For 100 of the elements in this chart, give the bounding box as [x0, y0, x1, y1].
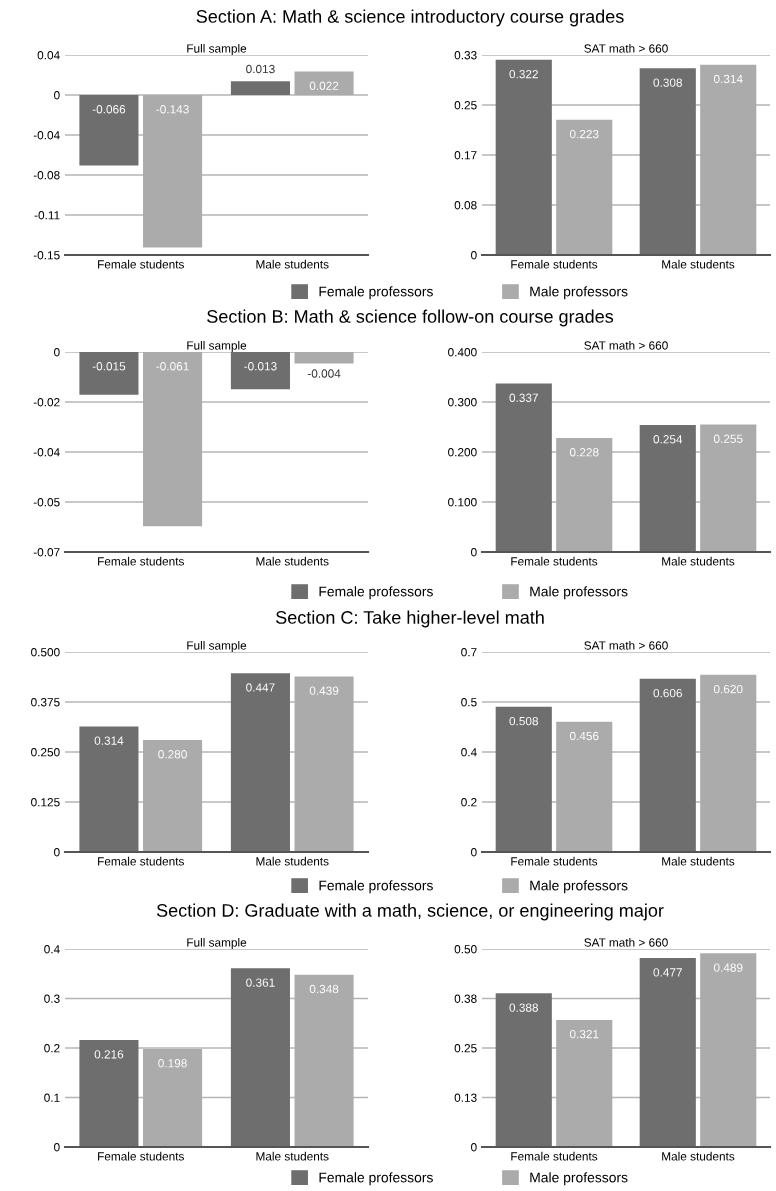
legend-label: Male professors [530, 1172, 628, 1186]
data-label: 0.439 [309, 686, 339, 695]
chart-subtitle: SAT math > 660 [584, 44, 668, 53]
data-label: -0.066 [92, 105, 126, 114]
x-tick-label: Female students [98, 259, 184, 269]
x-tick-label: Female students [511, 856, 598, 866]
y-tick-label: 0.50 [454, 945, 477, 954]
text: Section C: Take higher-level math [276, 610, 544, 628]
y-tick-label: 0.1 [44, 1093, 60, 1102]
bar [639, 68, 696, 255]
data-label: -0.061 [156, 362, 189, 371]
legend-label: Male professors [530, 586, 628, 600]
x-tick-label: Female students [98, 556, 184, 566]
y-tick-label: 0.2 [461, 798, 477, 807]
x-tick-label: Female students [511, 259, 598, 269]
chart-subtitle: SAT math > 660 [584, 937, 668, 947]
bar [639, 425, 696, 552]
y-tick-label: 0.04 [37, 51, 60, 60]
data-label: 0.361 [246, 978, 275, 987]
y-tick-label: 0 [471, 548, 477, 557]
chart-subtitle: Full sample [187, 340, 247, 352]
bar [495, 993, 552, 1147]
data-label: 0.022 [309, 81, 339, 90]
legend-label: Female professors [319, 880, 433, 894]
bar [79, 726, 139, 852]
data-label: 0.314 [713, 74, 743, 84]
y-tick-label: 0 [54, 91, 60, 100]
data-label: 0.477 [653, 968, 682, 977]
bar [495, 383, 552, 552]
y-tick-label: 0.3 [44, 994, 60, 1003]
bar [639, 678, 696, 852]
y-tick-label: -0.02 [33, 398, 60, 407]
data-label: 0.606 [653, 688, 683, 698]
data-label: 0.308 [653, 78, 683, 87]
chart-subtitle: Full sample [187, 44, 247, 55]
text: Section B: Math & science follow-on course grades [207, 309, 614, 327]
y-tick-label: 0.500 [31, 648, 60, 657]
y-tick-label: 0.25 [454, 101, 477, 110]
y-tick-label: 0.400 [448, 348, 477, 357]
y-tick-label: 0.250 [31, 748, 60, 757]
x-tick-label: Male students [256, 259, 329, 269]
y-tick-label: 0.2 [44, 1044, 60, 1053]
data-label: 0.489 [713, 963, 743, 972]
bar [639, 958, 696, 1147]
x-tick-label: Male students [662, 856, 735, 866]
data-label: -0.143 [156, 105, 189, 114]
legend-label: Female professors [319, 286, 433, 300]
y-tick-label: 0.375 [31, 698, 60, 707]
y-tick-label: 0.100 [448, 498, 477, 507]
bar [230, 968, 290, 1147]
bar [230, 673, 290, 852]
chart-subtitle: SAT math > 660 [584, 340, 668, 350]
bar [79, 1040, 139, 1147]
data-label: 0.322 [509, 69, 538, 79]
chart-subtitle: SAT math > 660 [584, 640, 668, 650]
data-label: 0.388 [509, 1003, 539, 1012]
x-tick-label: Female students [98, 856, 184, 866]
data-label: -0.004 [307, 369, 341, 378]
text: Section D: Graduate with a math, science, or engineering major [156, 903, 664, 921]
data-label: -0.013 [244, 362, 277, 371]
data-label: 0.508 [509, 716, 539, 726]
legend-label: Male professors [530, 880, 628, 894]
bar [230, 81, 290, 95]
y-tick-label: -0.04 [33, 448, 60, 457]
y-tick-label: -0.08 [33, 171, 60, 180]
x-tick-label: Male students [662, 259, 735, 269]
data-label: 0.456 [569, 731, 599, 741]
data-label: 0.013 [246, 64, 275, 74]
data-label: 0.314 [94, 736, 124, 745]
y-tick-label: 0.5 [461, 698, 477, 707]
y-tick-label: 0.17 [454, 151, 477, 160]
data-label: 0.447 [246, 683, 275, 692]
chart-subtitle: Full sample [187, 640, 247, 652]
y-tick-label: 0.33 [454, 51, 477, 60]
y-tick-label: 0.200 [448, 448, 477, 457]
y-tick-label: 0.38 [454, 994, 477, 1003]
legend-label: Female professors [319, 586, 433, 600]
legend-label: Male professors [530, 286, 628, 300]
y-tick-label: 0.7 [461, 648, 477, 657]
y-tick-label: 0.13 [454, 1093, 477, 1102]
data-label: -0.015 [92, 362, 126, 371]
bar [495, 59, 552, 255]
y-tick-label: 0.300 [448, 398, 477, 407]
y-tick-label: -0.15 [33, 251, 60, 260]
y-tick-label: -0.07 [33, 548, 60, 557]
bar [79, 95, 139, 166]
data-label: 0.216 [94, 1050, 124, 1059]
y-tick-label: 0.4 [461, 748, 477, 757]
y-tick-label: 0.4 [44, 945, 60, 954]
y-tick-label: 0 [54, 348, 60, 357]
x-tick-label: Male students [662, 556, 735, 566]
data-label: 0.198 [158, 1059, 187, 1068]
x-tick-label: Female students [511, 556, 598, 566]
data-label: 0.620 [713, 684, 743, 694]
legend-label: Female professors [319, 1172, 433, 1186]
y-tick-label: 0.125 [31, 798, 60, 807]
x-tick-label: Male students [256, 856, 329, 866]
y-tick-label: 0 [471, 848, 477, 857]
y-tick-label: -0.11 [34, 211, 60, 220]
y-tick-label: 0.08 [454, 201, 477, 210]
